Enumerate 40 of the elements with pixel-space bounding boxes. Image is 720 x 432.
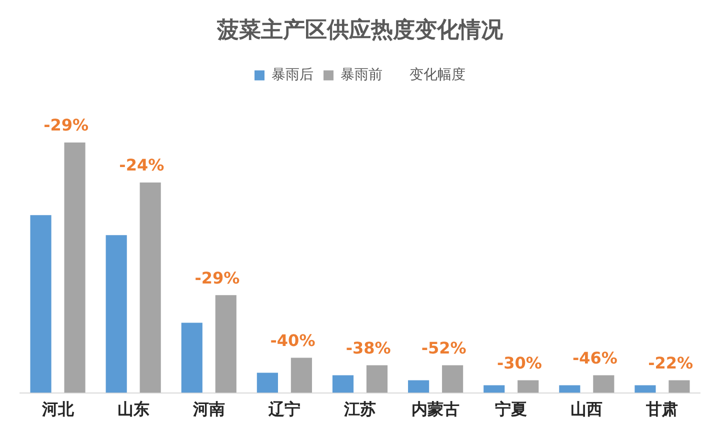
bar bbox=[484, 385, 505, 393]
bar bbox=[408, 380, 430, 393]
bar bbox=[106, 235, 127, 393]
x-tick-label: 辽宁 bbox=[267, 400, 300, 419]
x-tick-label: 宁夏 bbox=[495, 400, 528, 419]
annotation: -40% bbox=[270, 330, 316, 350]
bar bbox=[140, 182, 161, 393]
x-tick-label: 山东 bbox=[117, 400, 150, 419]
bar bbox=[181, 322, 202, 393]
bar bbox=[30, 215, 52, 393]
bar bbox=[290, 358, 312, 393]
annotation: -30% bbox=[496, 353, 542, 372]
legend-label: 暴雨前 bbox=[340, 67, 382, 84]
text: 变化幅度 bbox=[410, 67, 466, 84]
bar bbox=[366, 365, 388, 393]
annotation: -38% bbox=[346, 338, 391, 358]
bar bbox=[559, 385, 580, 393]
x-tick-label: 河南 bbox=[192, 400, 225, 419]
bar bbox=[64, 142, 86, 393]
bar bbox=[332, 375, 354, 393]
x-tick-label: 甘肃 bbox=[645, 400, 678, 419]
legend-label: 暴雨后 bbox=[272, 67, 314, 84]
annotation: -22% bbox=[648, 353, 693, 372]
chart-title: 菠菜主产区供应热度变化情况 bbox=[216, 16, 504, 43]
x-tick-label: 河北 bbox=[40, 400, 75, 419]
text: -29% bbox=[44, 116, 89, 135]
annotation: -46% bbox=[572, 348, 618, 368]
bar bbox=[634, 385, 656, 393]
annotation: -29% bbox=[194, 268, 240, 288]
annotation: -52% bbox=[421, 338, 466, 358]
bar bbox=[593, 375, 614, 393]
bar bbox=[518, 380, 539, 393]
x-tick-label: 内蒙古 bbox=[412, 400, 460, 419]
bar bbox=[442, 365, 464, 393]
bar bbox=[256, 372, 278, 393]
x-tick-label: 山西 bbox=[570, 400, 603, 419]
bar bbox=[215, 295, 236, 393]
x-tick-label: 江苏 bbox=[343, 400, 376, 419]
annotation: -24% bbox=[119, 156, 164, 175]
bar bbox=[668, 380, 690, 393]
